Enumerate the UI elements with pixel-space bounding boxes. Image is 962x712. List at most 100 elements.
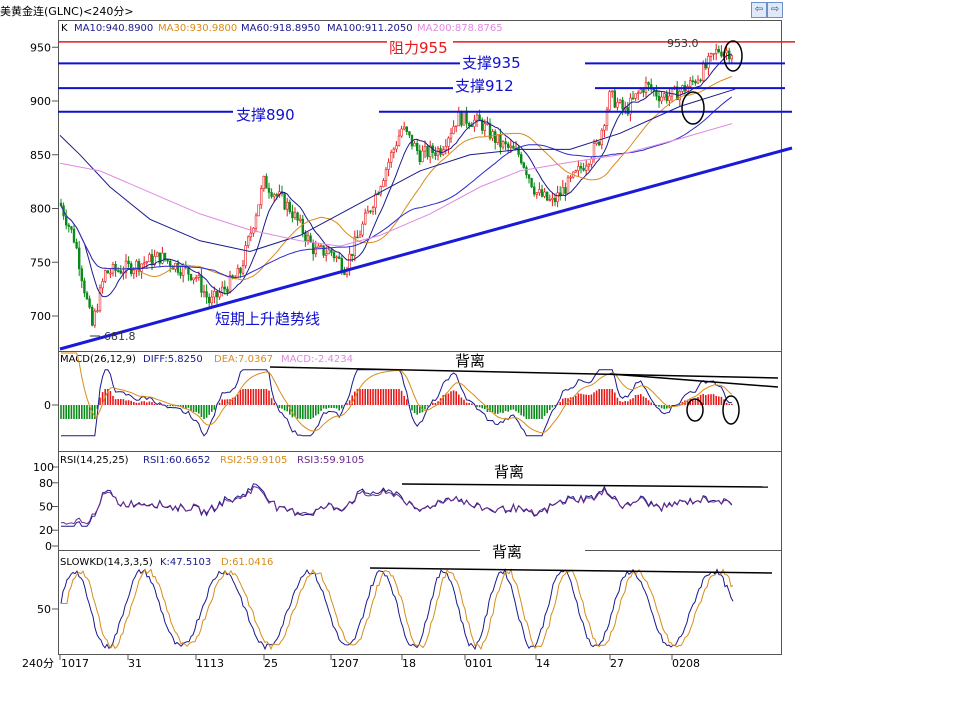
candle-body <box>285 201 289 210</box>
x-tick-label: 0208 <box>672 657 700 670</box>
kd-panel-frame <box>58 550 782 655</box>
candle-body <box>454 125 458 128</box>
circle-main-support <box>681 91 705 125</box>
candle-body <box>192 277 195 281</box>
candle-body <box>395 145 398 150</box>
candle-body <box>101 281 104 289</box>
candle-body <box>530 178 533 188</box>
candle-body <box>712 53 715 55</box>
x-axis: 1017 31 1113 25 1207 18 0101 14 27 0208 <box>59 655 700 670</box>
candle-body <box>603 125 606 131</box>
candle-body <box>148 254 151 263</box>
candle-body <box>109 272 112 275</box>
candle-body <box>449 133 453 139</box>
support912-label: 支撑912 <box>455 77 514 95</box>
candle-body <box>527 174 531 179</box>
candle-body <box>525 167 528 176</box>
candle-body <box>337 256 341 259</box>
candle-body <box>210 296 213 304</box>
candle-body <box>382 180 385 187</box>
main-y-tick-label: 900 <box>30 95 51 108</box>
rsi1-label: RSI1:60.6652 <box>143 455 210 466</box>
candle-body <box>460 111 463 126</box>
candle-body <box>564 187 567 194</box>
candle-body <box>691 80 695 82</box>
candle-body <box>545 191 549 201</box>
kd-50-tick: 50 <box>37 603 51 616</box>
rsi-y-tick-label: 0 <box>45 540 52 553</box>
moving-averages <box>59 53 736 298</box>
candle-body <box>519 154 523 164</box>
rsi-divergence-line <box>401 483 769 488</box>
kd-k-line <box>60 568 734 651</box>
candle-body <box>205 291 208 298</box>
candle-body <box>600 129 604 146</box>
candle-body <box>93 310 97 326</box>
candle-body <box>163 252 167 260</box>
ma30-line <box>60 75 732 281</box>
macd-label: MACD(26,12,9) <box>60 354 136 365</box>
macd-dea-label: DEA:7.0367 <box>214 354 273 365</box>
nav-next-icon[interactable]: ⇨ <box>767 2 783 18</box>
x-tick-label: 1113 <box>196 657 224 670</box>
candle-body <box>241 265 245 274</box>
candle-body <box>699 79 702 82</box>
candle-body <box>70 226 73 230</box>
candle-body <box>265 176 268 189</box>
candle-body <box>618 99 622 103</box>
main-y-tick-label: 750 <box>30 256 51 269</box>
candle-body <box>176 262 180 273</box>
rsi-y-tick-label: 50 <box>39 501 53 514</box>
candle-body <box>649 84 653 90</box>
candle-body <box>75 241 78 249</box>
kd-divergence-label: 背离 <box>492 543 522 561</box>
candle-body <box>262 176 265 189</box>
candle-body <box>720 51 723 57</box>
rsi-label: RSI(14,25,25) <box>60 455 129 466</box>
candle-body <box>701 63 705 81</box>
candle-body <box>223 286 226 290</box>
circle-macd-2 <box>722 395 740 425</box>
candle-body <box>538 189 541 194</box>
candle-body <box>486 123 489 125</box>
candle-body <box>553 198 557 203</box>
candle-body <box>296 212 299 221</box>
candle-body <box>483 123 486 131</box>
candle-body <box>298 218 302 221</box>
candle-body <box>605 109 609 126</box>
candle-body <box>558 192 562 196</box>
nav-prev-icon[interactable]: ⇦ <box>751 2 767 18</box>
candle-body <box>340 258 343 272</box>
candle-body <box>467 123 471 126</box>
candle-body <box>402 126 406 130</box>
candle-body <box>397 135 401 146</box>
main-y-axis: 950 900 850 800 750 700 <box>30 41 58 323</box>
candle-body <box>135 260 138 271</box>
candle-body <box>257 204 260 217</box>
candle-body <box>143 262 146 265</box>
candle-body <box>158 252 161 264</box>
candle-body <box>613 90 617 108</box>
candle-body <box>662 93 666 98</box>
main-y-tick-label: 950 <box>30 41 51 54</box>
candle-body <box>88 298 91 308</box>
candle-body <box>314 247 317 255</box>
x-tick-label: 0101 <box>465 657 493 670</box>
low-price-label: 681.8 <box>104 330 136 343</box>
candle-body <box>517 147 520 155</box>
candle-body <box>254 215 258 229</box>
candle-body <box>655 89 658 97</box>
candle-body <box>195 277 198 279</box>
candle-body <box>332 252 336 259</box>
support890-label-bg <box>233 104 379 125</box>
candle-body <box>301 218 304 234</box>
main-y-tick-label: 700 <box>30 310 51 323</box>
candle-body <box>132 269 135 275</box>
candle-body <box>504 141 507 145</box>
candle-body <box>561 187 565 196</box>
ma100-label: MA100:911.2050 <box>327 23 413 34</box>
resistance-label: 阻力955 <box>389 39 448 57</box>
ma10-label: MA10:940.8900 <box>74 23 153 34</box>
candle-body <box>579 165 583 169</box>
